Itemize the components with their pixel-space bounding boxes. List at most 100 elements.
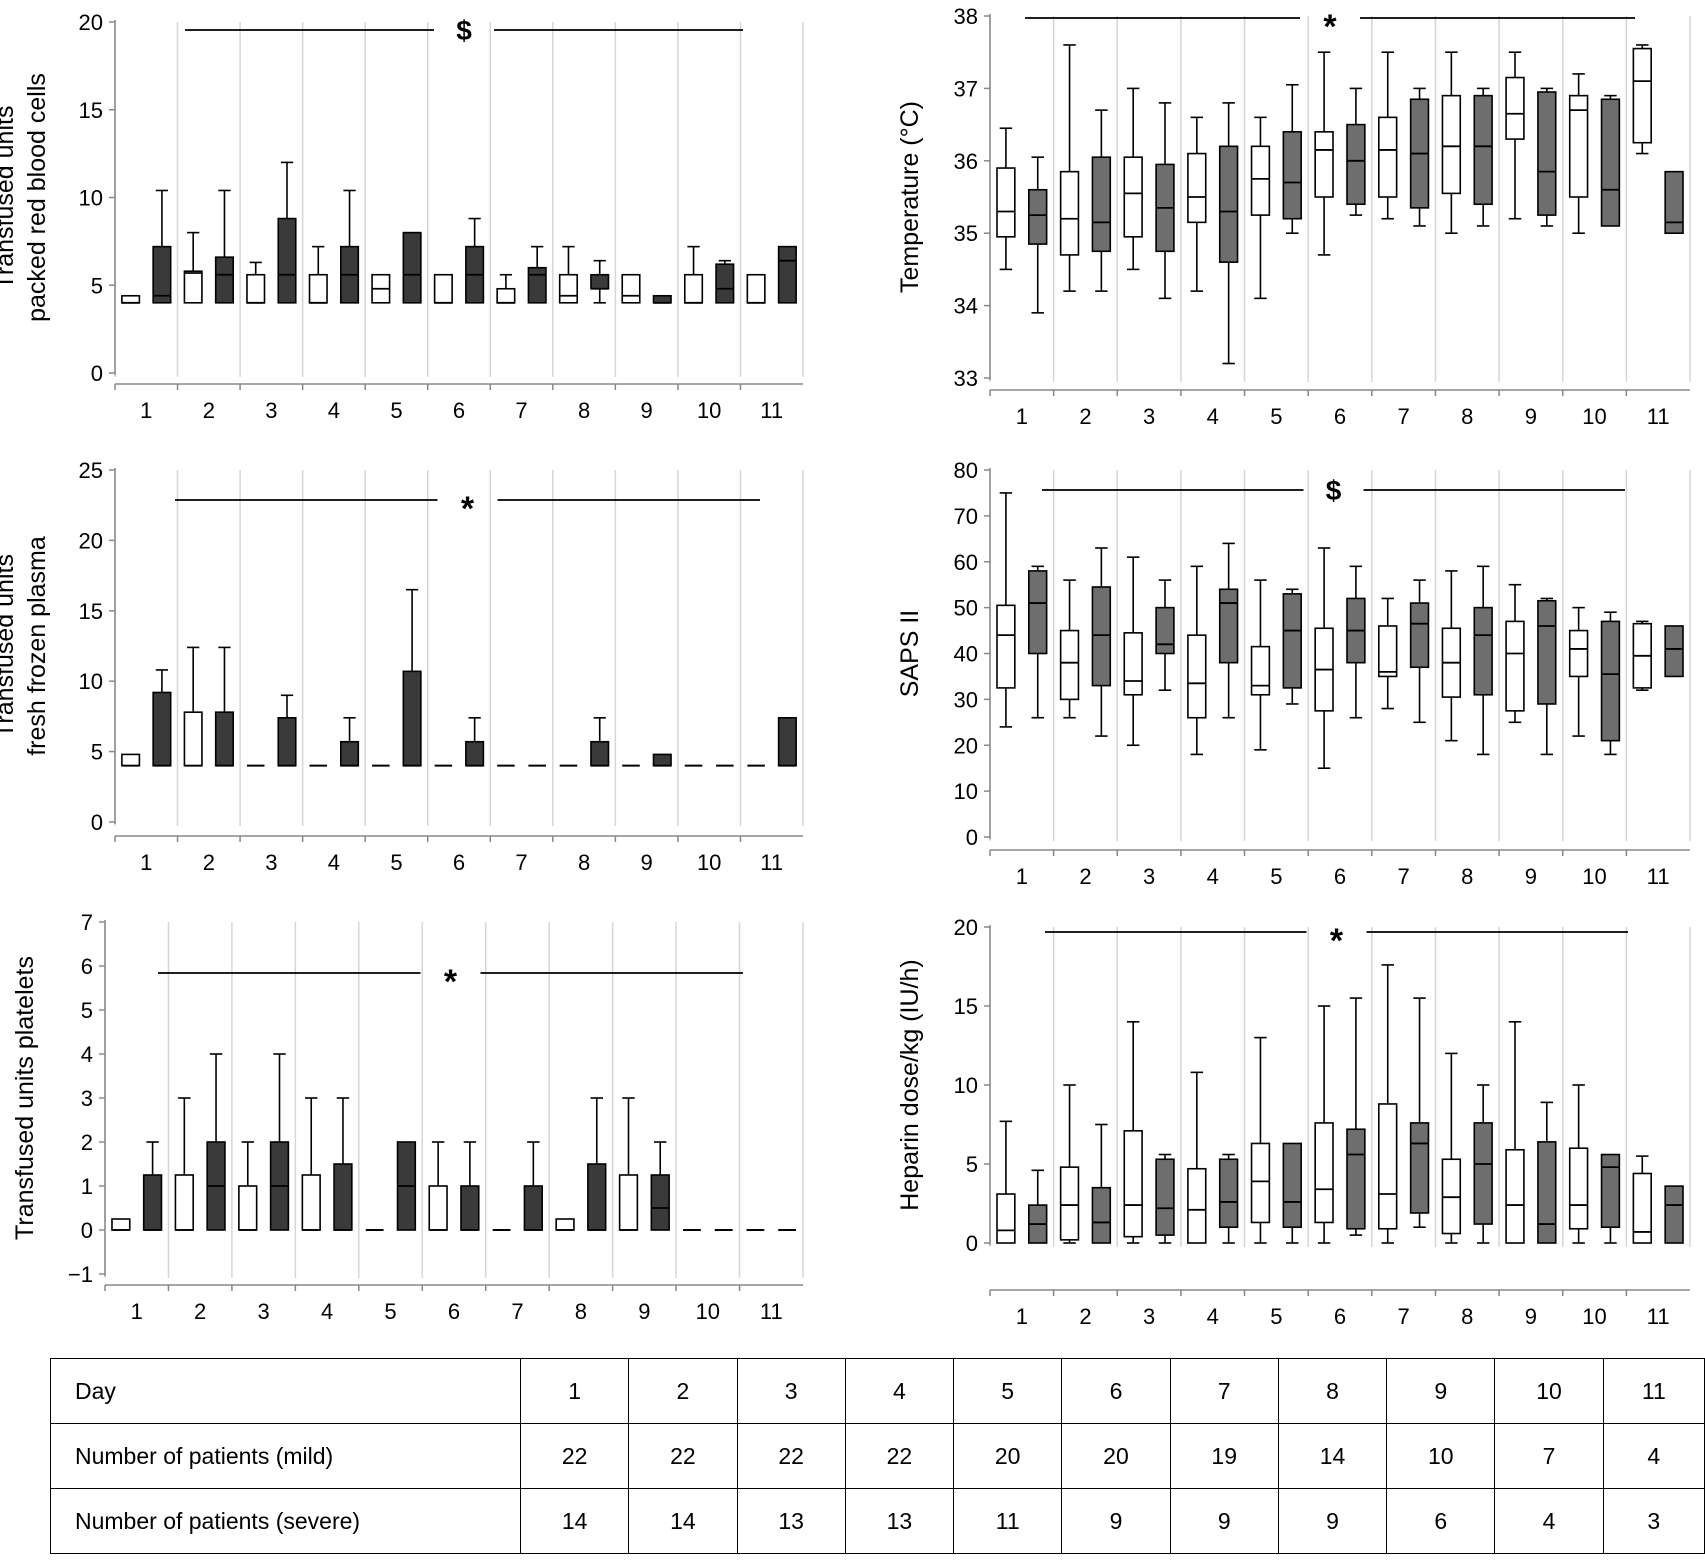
box-severe [1218, 542, 1239, 719]
table-cell: 10 [1386, 1423, 1496, 1489]
x-tick-label: 4 [328, 398, 340, 423]
x-tick-label: 11 [1647, 864, 1670, 889]
box-body [1091, 586, 1112, 687]
box-mild [1441, 51, 1462, 234]
y-tick-label: 0 [966, 825, 978, 850]
x-tick-label: 9 [1525, 404, 1537, 429]
box-mild [746, 273, 766, 304]
significance-marker: * [1330, 922, 1344, 960]
box-body [1600, 1153, 1621, 1229]
box-mild [1505, 1020, 1525, 1244]
box-severe [1537, 597, 1557, 756]
box-severe [1664, 625, 1684, 678]
box-mild [1568, 73, 1589, 234]
box-mild [1314, 1005, 1334, 1244]
box-body [402, 231, 422, 304]
table-cell: 2 [628, 1358, 738, 1424]
x-tick-label: 1 [131, 1299, 143, 1324]
x-tick-label: 10 [696, 1299, 720, 1324]
table-row: Number of patients (mild) 22 22 22 22 20… [50, 1423, 1705, 1489]
x-tick-label: 8 [1461, 404, 1473, 429]
box-mild [1250, 116, 1271, 300]
significance-marker: $ [1326, 475, 1342, 506]
box-mild [555, 1218, 575, 1231]
box-body [1664, 1185, 1684, 1244]
y-tick-label: −1 [68, 1262, 93, 1287]
box-body [1155, 1158, 1175, 1236]
box-body [152, 691, 172, 767]
box-mild [1187, 565, 1207, 756]
x-tick-label: 10 [1582, 864, 1606, 889]
y-tick-label: 80 [954, 458, 978, 483]
box-severe [269, 1053, 290, 1231]
box-body [1505, 76, 1525, 140]
x-tick-label: 11 [1647, 1304, 1670, 1329]
box-body [1028, 188, 1048, 245]
box-body [1314, 1122, 1334, 1224]
box-mild [1505, 51, 1525, 220]
box-body [1664, 625, 1684, 678]
box-body [590, 740, 610, 767]
x-tick-label: 8 [578, 398, 590, 423]
x-tick-label: 7 [1398, 864, 1410, 889]
y-tick-label: 0 [91, 810, 103, 835]
box-severe [1155, 102, 1175, 300]
box-severe [1600, 1153, 1621, 1244]
box-severe [1155, 1153, 1175, 1244]
table-cell: 4 [1494, 1488, 1604, 1554]
box-severe [1664, 170, 1684, 235]
box-body [1250, 1142, 1271, 1224]
box-body [465, 740, 485, 767]
box-body [996, 1193, 1016, 1244]
significance-marker: $ [456, 15, 472, 46]
box-mild [183, 646, 203, 767]
x-tick-label: 1 [1016, 864, 1028, 889]
box-severe [1282, 588, 1302, 705]
significance-marker: * [1323, 8, 1337, 46]
y-axis-label: Transfused units [0, 106, 19, 290]
box-severe [1664, 1185, 1684, 1244]
y-tick-label: 35 [954, 221, 978, 246]
box-body [1473, 606, 1493, 696]
box-mild [496, 273, 516, 304]
box-severe [1409, 87, 1430, 227]
box-plot-panel: 0 5 10 15 20 25 1 2 3 4 5 6 7 8 9 10 11 Transfused units f… [0, 458, 804, 875]
box-body [1568, 629, 1589, 678]
box-body [777, 717, 797, 767]
x-tick-label: 1 [140, 398, 152, 423]
box-severe [1473, 565, 1493, 756]
box-mild [121, 753, 141, 767]
box-mild [1250, 579, 1271, 751]
box-body [238, 1185, 258, 1231]
x-tick-label: 1 [1016, 404, 1028, 429]
box-severe [1028, 1169, 1048, 1244]
x-tick-label: 2 [194, 1299, 206, 1324]
box-body [1378, 625, 1398, 678]
box-mild [1059, 1084, 1080, 1244]
box-body [1187, 634, 1207, 719]
box-body [555, 1218, 575, 1231]
box-body [1028, 570, 1048, 655]
x-tick-label: 2 [1079, 404, 1091, 429]
box-mild [1314, 51, 1334, 256]
box-body [246, 273, 266, 304]
table-cell: 9 [1061, 1488, 1171, 1554]
y-tick-label: 10 [954, 779, 978, 804]
table-cell: 11 [953, 1488, 1063, 1554]
x-tick-label: 7 [1398, 1304, 1410, 1329]
box-mild [1632, 1155, 1652, 1244]
y-tick-label: 36 [954, 149, 978, 174]
box-body [746, 273, 766, 304]
box-mild [1568, 1084, 1589, 1244]
box-severe [1282, 83, 1302, 234]
box-mild [996, 127, 1016, 271]
box-body [996, 604, 1016, 689]
y-tick-label: 15 [954, 994, 978, 1019]
x-tick-label: 7 [1398, 404, 1410, 429]
y-tick-label: 10 [954, 1073, 978, 1098]
x-tick-label: 5 [1270, 864, 1282, 889]
table-cell: 8 [1277, 1358, 1388, 1424]
box-body [1378, 1103, 1398, 1230]
y-tick-label: 3 [81, 1086, 93, 1111]
x-tick-label: 3 [1143, 404, 1155, 429]
